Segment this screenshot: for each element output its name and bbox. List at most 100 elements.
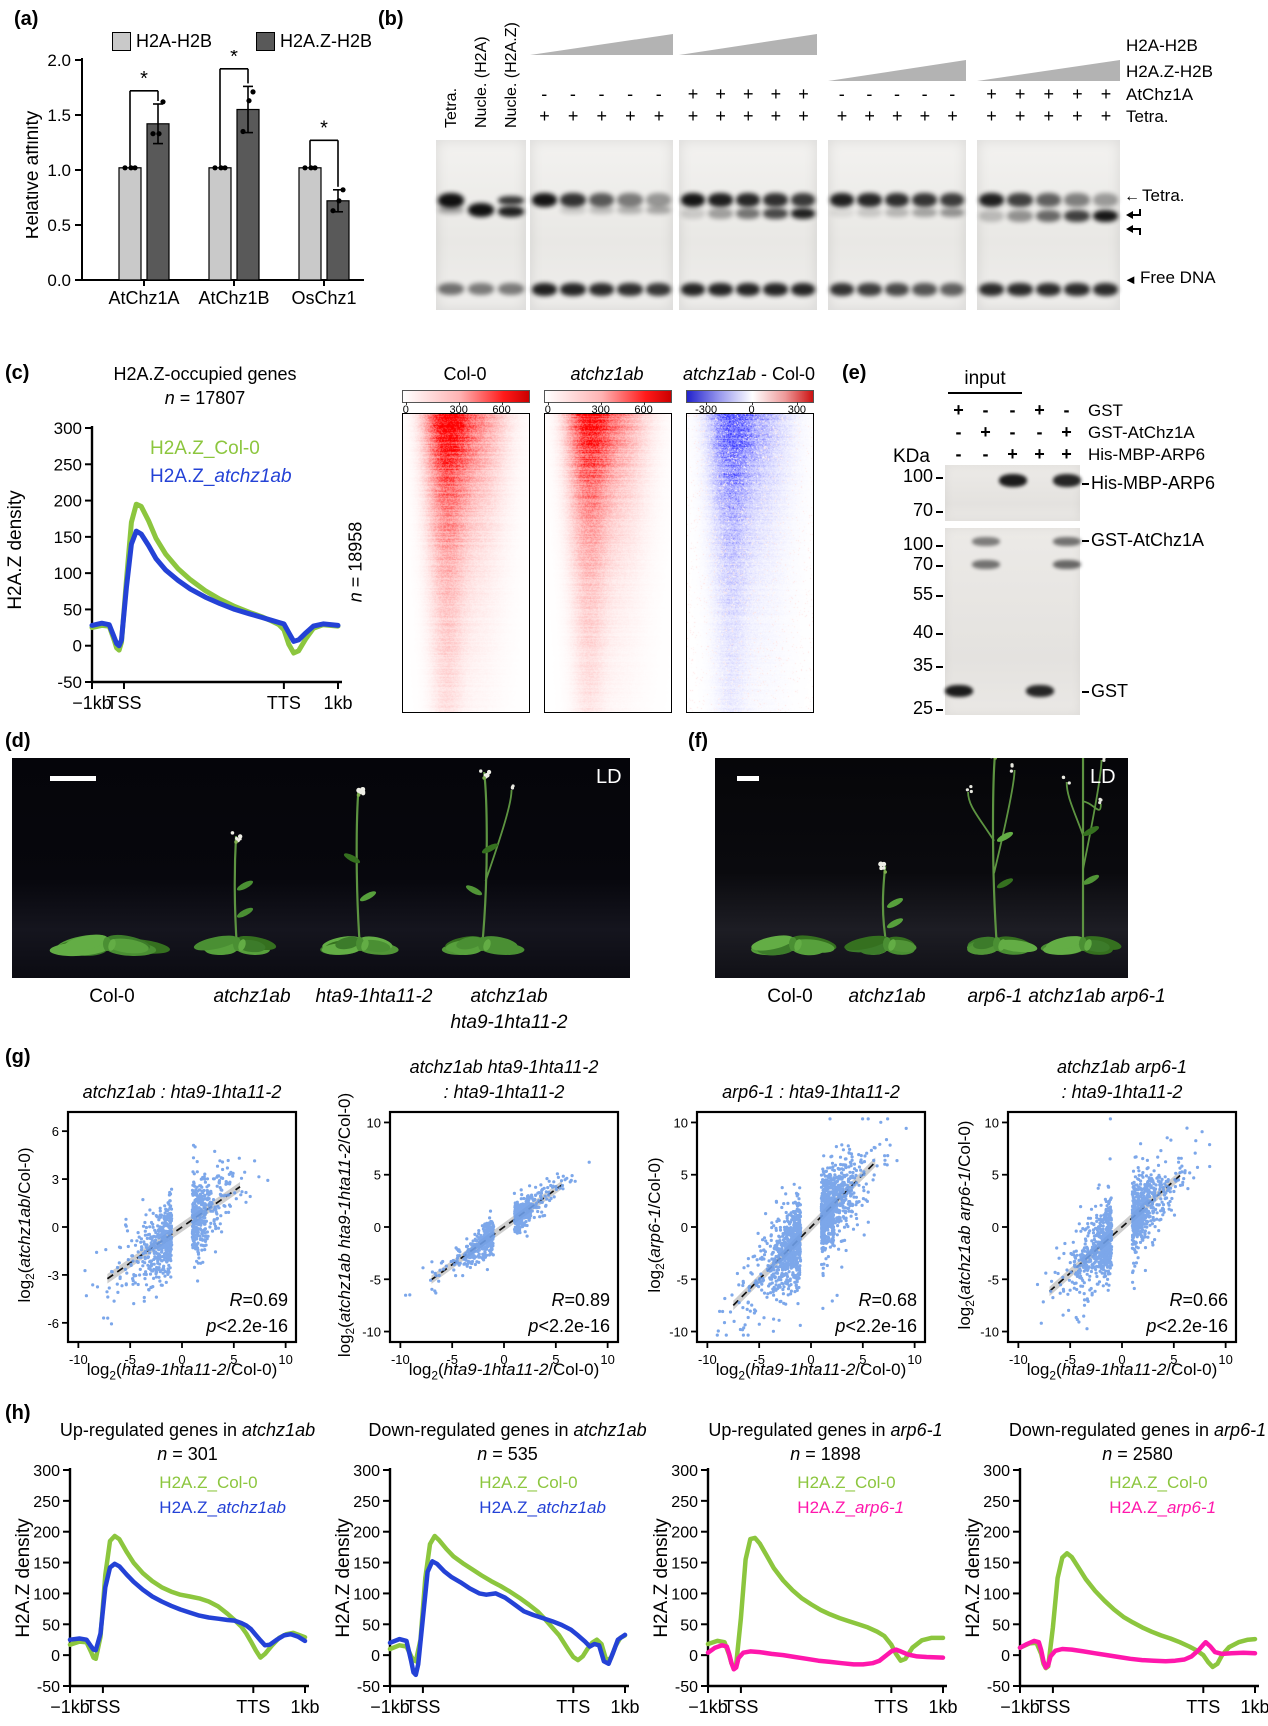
metaplot-ytick: 0 <box>371 1648 380 1665</box>
colorbar-tick <box>643 402 645 405</box>
scatter-points <box>1035 1117 1212 1331</box>
metaplot-ylabel: H2A.Z density <box>13 1518 34 1638</box>
kda-marker: 40 <box>912 621 933 642</box>
blot-row-label: GST <box>1088 401 1123 420</box>
metaplot-ytick: -50 <box>37 1679 60 1696</box>
blot-band <box>1052 473 1081 487</box>
ramp-label-h2a-h2b: H2A-H2B <box>1126 36 1198 55</box>
metaplot-ytick: 50 <box>680 1617 698 1634</box>
gel-lane <box>588 140 615 310</box>
gel-lane <box>790 140 816 310</box>
series-arp6-1 <box>1017 1638 1258 1670</box>
metaplot-ytick: -50 <box>57 673 82 692</box>
dose-symbol: - <box>598 84 605 104</box>
scatter-xlabel: log2(hta9-1hta11-2/Col-0) <box>408 1360 600 1383</box>
gel-band <box>497 282 525 295</box>
scatter-R: R=0.68 <box>858 1290 917 1310</box>
scale-bar-d <box>50 776 96 781</box>
metaplot-legend: H2A.Z_atchz1ab <box>159 1498 286 1517</box>
metaplot-xtick: TSS <box>723 1697 758 1717</box>
gel-band <box>912 192 937 207</box>
scatter-xtick: 5 <box>1170 1352 1177 1367</box>
gel-band <box>560 282 586 296</box>
colorbar-tick-label: 0 <box>544 404 551 416</box>
metaplot-ytick: 300 <box>54 420 82 438</box>
gel-band <box>1007 282 1033 296</box>
dose-symbol: - <box>1009 422 1016 442</box>
genotype-label: atchz1ab <box>213 986 291 1007</box>
colorbar-tick <box>547 402 549 405</box>
gel-band <box>790 208 816 219</box>
metaplot-ytick: 200 <box>671 1525 698 1542</box>
gel-band <box>560 192 586 207</box>
panel-f-label: (f) <box>688 730 708 752</box>
heatmap-n-label: n = 18958 <box>345 521 366 603</box>
dose-symbol: - <box>541 84 548 104</box>
plant <box>49 934 170 957</box>
dose-symbol: + <box>743 84 754 104</box>
scatter-ylabel: log2(arp6-1/Col-0) <box>644 1157 668 1293</box>
metaplot-n: n = 301 <box>157 1444 218 1464</box>
metaplot-xtick: −1kb <box>1000 1697 1040 1717</box>
genotype-label: atchz1ab <box>848 986 926 1007</box>
ld-label-f: LD <box>1090 766 1116 788</box>
dose-symbol: + <box>625 106 636 126</box>
metaplot-xtick: −1kb <box>370 1697 410 1717</box>
metaplot-ytick: 50 <box>362 1617 380 1634</box>
dose-symbol: - <box>655 84 662 104</box>
dose-symbol: + <box>539 106 550 126</box>
scatter-title: atchz1ab : hta9-1hta11-2 <box>82 1082 282 1102</box>
gel-lane <box>467 140 495 310</box>
dose-symbol: + <box>953 400 964 420</box>
metaplot-c-title: H2A.Z-occupied genes <box>113 364 297 384</box>
dose-symbol: + <box>798 106 809 126</box>
metaplot-xtick: TTS <box>556 1697 590 1717</box>
marker-dash <box>936 666 943 669</box>
scatter-title: atchz1ab arp6-1 <box>1056 1057 1188 1077</box>
gel-band <box>1007 209 1033 222</box>
panel-h-label: (h) <box>5 1402 31 1424</box>
gel-band <box>645 206 672 215</box>
scatter-g2: 10 5 0 -5 -10 -10 -5 0 5 10 R=0.89 p<2.2e-16 <box>362 1110 620 1367</box>
metaplot-ylabel: H2A.Z density <box>651 1518 672 1638</box>
kda-marker: 55 <box>912 584 933 605</box>
scatter-xtick: -10 <box>1009 1352 1028 1367</box>
metaplot-ytick: -50 <box>987 1679 1010 1696</box>
gel-band <box>763 208 788 219</box>
regression-layer <box>106 1181 241 1284</box>
a-significance: * <box>320 117 328 139</box>
gel-lane <box>1035 140 1062 310</box>
scatter-ytick: 5 <box>681 1168 688 1183</box>
scatter-title: atchz1ab hta9-1hta11-2 <box>409 1057 599 1077</box>
plants-f-illustration <box>751 758 1122 956</box>
kda-marker: 100 <box>902 533 933 554</box>
metaplot-legend: H2A.Z_Col-0 <box>797 1473 895 1492</box>
scatter-ytick: -3 <box>47 1268 59 1283</box>
dose-symbol: + <box>567 106 579 126</box>
gel-lane <box>939 140 965 310</box>
dose-symbol: + <box>715 84 726 104</box>
metaplot-title: Down-regulated genes in atchz1ab <box>368 1420 647 1440</box>
dose-symbol: + <box>687 106 699 126</box>
metaplot-ytick: 200 <box>983 1525 1010 1542</box>
gel-lane <box>735 140 761 310</box>
scatter-xtick: 0 <box>178 1352 185 1367</box>
blot-band <box>944 685 973 698</box>
gel-band <box>857 192 882 207</box>
gel-band <box>763 282 788 296</box>
metaplot-xtick: 1kb <box>323 693 352 713</box>
metaplot-xtick: 1kb <box>928 1697 957 1717</box>
metaplot-ytick: 300 <box>353 1464 380 1480</box>
dose-symbol: - <box>838 84 845 104</box>
plant-photo-d <box>12 758 630 978</box>
metaplot-ytick: 200 <box>33 1525 60 1542</box>
gel-band <box>588 206 615 215</box>
scatter-xtick: -5 <box>124 1352 136 1367</box>
scatter-xlabel: log2(hta9-1hta11-2/Col-0) <box>715 1360 907 1383</box>
scatter-ytick: -5 <box>676 1272 688 1287</box>
gel-free-dna-label: Free DNA <box>1140 268 1216 287</box>
gel-lane <box>531 140 558 310</box>
scatter-ytick: 10 <box>674 1115 688 1130</box>
scatter-title: : hta9-1hta11-2 <box>1061 1082 1183 1102</box>
